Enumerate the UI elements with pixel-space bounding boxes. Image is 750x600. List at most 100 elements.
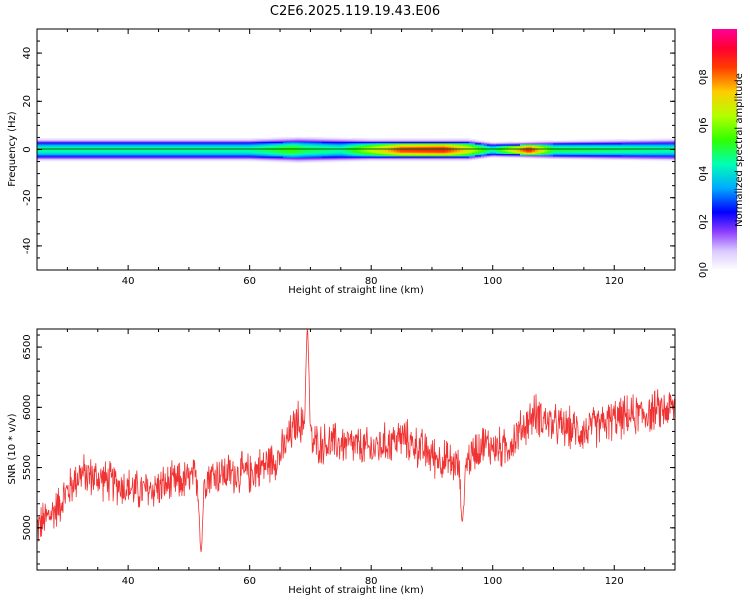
heatmap-cell [238,151,242,153]
heatmap-cell [541,150,545,152]
heatmap-cell [334,136,338,139]
heatmap-cell [304,142,308,145]
heatmap-cell [115,141,119,144]
heatmap-cell [478,158,482,161]
heatmap-cell [466,138,470,140]
heatmap-cell [670,138,674,140]
heatmap-cell [361,145,365,147]
heatmap-cell [391,144,395,146]
heatmap-cell [196,157,200,159]
heatmap-cell [451,147,455,150]
heatmap-cell [244,144,248,146]
heatmap-cell [97,152,101,155]
heatmap-cell [664,147,668,150]
heatmap-cell [376,147,380,150]
heatmap-cell [223,158,227,161]
heatmap-cell [196,154,200,157]
heatmap-cell [250,145,254,147]
heatmap-cell [604,151,608,153]
heatmap-cell [262,159,266,162]
heatmap-cell [643,159,647,162]
heatmap-cell [583,147,587,150]
heatmap-cell [184,147,188,150]
heatmap-cell [352,145,356,147]
heatmap-cell [49,154,53,157]
heatmap-cell [310,151,314,153]
heatmap-cell [589,153,593,156]
heatmap-cell [532,142,536,145]
heatmap-cell [277,160,281,163]
heatmap-cell [37,140,41,143]
heatmap-cell [574,154,578,157]
heatmap-cell [139,139,143,141]
heatmap-cell [628,151,632,153]
heatmap-cell [355,141,359,144]
heatmap-cell [61,154,65,157]
heatmap-cell [298,162,302,164]
heatmap-cell [226,139,230,141]
heatmap-cell [82,156,86,158]
heatmap-cell [334,148,338,151]
heatmap-cell [574,141,578,144]
heatmap-cell [274,152,278,155]
heatmap-cell [364,141,368,144]
heatmap-cell [91,146,95,149]
heatmap-cell [367,141,371,144]
heatmap-cell [55,154,59,157]
heatmap-cell [487,142,491,145]
heatmap-cell [82,154,86,157]
heatmap-cell [70,146,74,149]
heatmap-cell [418,146,422,149]
heatmap-cell [223,146,227,149]
heatmap-cell [565,147,569,150]
heatmap-cell [121,148,125,151]
heatmap-cell [619,152,623,155]
heatmap-cell [118,153,122,156]
heatmap-cell [589,157,593,159]
heatmap-cell [418,139,422,141]
heatmap-cell [472,146,476,149]
heatmap-cell [607,147,611,150]
heatmap-cell [457,151,461,153]
heatmap-cell [235,140,239,143]
heatmap-cell [337,144,341,146]
heatmap-cell [640,145,644,147]
heatmap-cell [379,157,383,159]
heatmap-cell [364,152,368,155]
heatmap-cell [151,138,155,140]
heatmap-cell [247,157,251,159]
heatmap-cell [268,145,272,147]
heatmap-cell [520,148,524,151]
heatmap-cell [562,156,566,158]
snr-series-line [37,329,675,552]
heatmap-cell [97,154,101,157]
heatmap-cell [85,144,89,146]
heatmap-cell [328,151,332,153]
heatmap-cell [370,139,374,141]
heatmap-cell [451,153,455,156]
heatmap-cell [298,138,302,140]
heatmap-cell [265,159,269,162]
heatmap-cell [226,147,230,150]
heatmap-cell [382,138,386,140]
heatmap-cell [208,144,212,146]
heatmap-cell [289,144,293,146]
heatmap-cell [463,157,467,159]
heatmap-cell [592,147,596,150]
heatmap-cell [247,140,251,143]
heatmap-cell [418,147,422,150]
heatmap-cell [64,157,68,159]
heatmap-cell [283,160,287,163]
heatmap-cell [349,141,353,144]
heatmap-cell [151,159,155,162]
heatmap-cell [592,146,596,149]
heatmap-cell [214,153,218,156]
heatmap-cell [661,142,665,145]
heatmap-cell [79,138,83,140]
heatmap-cell [583,157,587,159]
heatmap-cell [592,139,596,141]
heatmap-cell [580,153,584,156]
heatmap-cell [319,138,323,140]
heatmap-cell [181,154,185,157]
colorbar-title: Normalized spectral amplitude [734,73,745,227]
